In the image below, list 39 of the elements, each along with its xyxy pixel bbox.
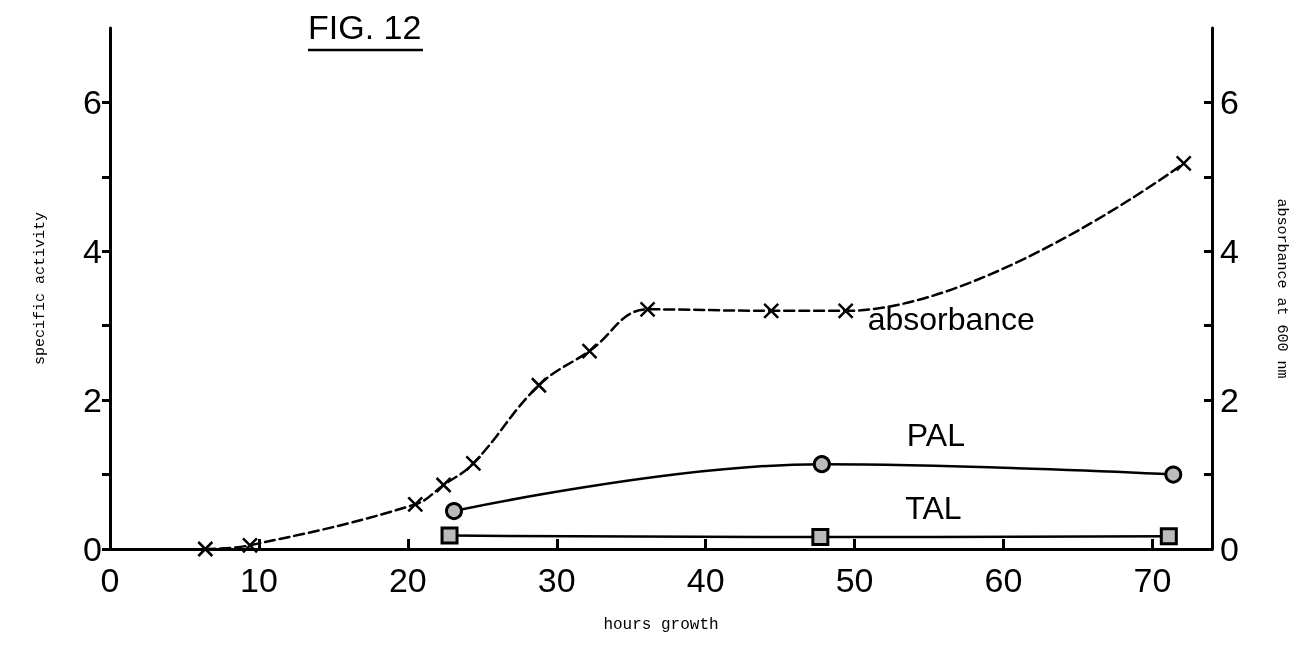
point (1164, 465, 1183, 484)
point (407, 496, 424, 513)
x-tick-label: 10 (240, 561, 278, 599)
x-tick-label: 30 (537, 561, 576, 599)
y-axis-title: specific activity (32, 211, 49, 366)
point (530, 377, 548, 394)
y2-tick-label: 2 (1220, 381, 1239, 420)
x-tick-label: 50 (835, 561, 874, 599)
point (762, 302, 780, 320)
point (465, 455, 482, 472)
series-label: absorbance (867, 300, 1035, 337)
series-label: TAL (905, 490, 962, 527)
x-tick-label: 70 (1133, 561, 1172, 599)
point (197, 540, 214, 558)
y2-tick-label: 6 (1220, 83, 1239, 122)
point (639, 301, 656, 318)
point (812, 455, 831, 474)
x-tick-label: 40 (686, 561, 725, 599)
point (837, 302, 854, 320)
point (1175, 155, 1192, 172)
point (445, 502, 463, 521)
point (1159, 527, 1178, 546)
y-tick-label: 6 (83, 83, 102, 122)
chart-title: FIG. 12 (308, 8, 422, 46)
x-tick-label: 20 (388, 561, 427, 599)
x-axis-title: hours growth (603, 616, 719, 634)
y2-tick-label: 4 (1220, 232, 1239, 271)
point (811, 528, 830, 547)
point (440, 526, 459, 545)
point (581, 342, 598, 360)
y-tick-label: 0 (83, 530, 102, 568)
y2-axis-title: absorbance at 600 nm (1273, 198, 1290, 379)
y2-tick-label: 0 (1220, 530, 1239, 568)
series-label: PAL (906, 417, 965, 454)
x-tick-label: 60 (984, 561, 1023, 599)
y-tick-label: 2 (83, 381, 102, 420)
point (241, 537, 259, 554)
y-tick-label: 4 (83, 232, 102, 271)
point (435, 476, 452, 494)
